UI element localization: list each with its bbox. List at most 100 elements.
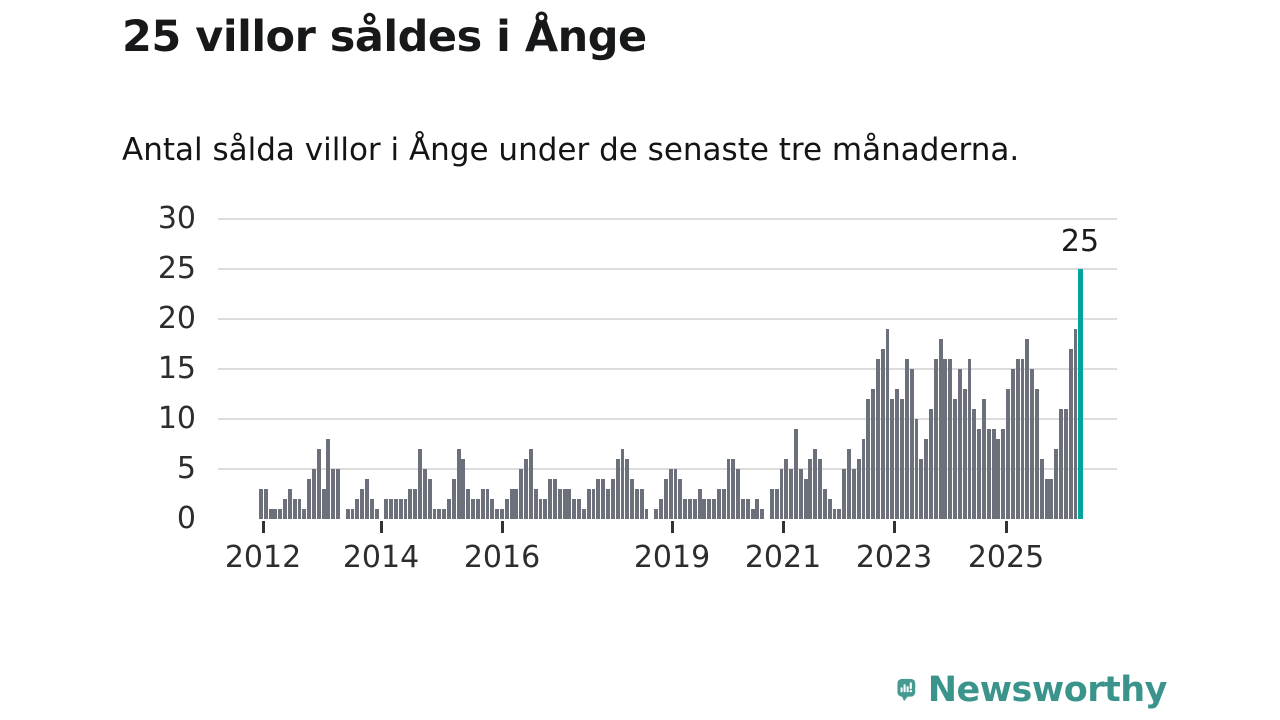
bar bbox=[986, 429, 991, 519]
bar bbox=[774, 489, 779, 519]
x-tick-label-2014: 2014 bbox=[342, 540, 420, 575]
bar bbox=[350, 509, 355, 519]
bar bbox=[581, 509, 586, 519]
bar bbox=[1049, 479, 1054, 519]
bar bbox=[818, 459, 822, 519]
bar bbox=[268, 509, 273, 519]
bar bbox=[524, 459, 528, 519]
bar bbox=[967, 359, 972, 519]
bar bbox=[374, 509, 379, 519]
bar bbox=[413, 489, 418, 519]
bar bbox=[972, 409, 977, 519]
bar bbox=[326, 439, 331, 519]
gridline-5 bbox=[218, 468, 1117, 470]
bar bbox=[307, 479, 312, 519]
bar bbox=[798, 469, 803, 519]
bar bbox=[427, 479, 432, 519]
newsworthy-logo-icon bbox=[897, 678, 916, 702]
y-tick-label-25: 25 bbox=[157, 251, 196, 286]
x-tick-2012 bbox=[262, 521, 265, 533]
y-tick-label-0: 0 bbox=[176, 501, 196, 536]
bar bbox=[572, 499, 577, 519]
bar bbox=[577, 499, 581, 519]
bar bbox=[630, 479, 635, 519]
bar bbox=[668, 469, 673, 519]
highlighted-bar bbox=[1078, 269, 1083, 519]
bar bbox=[446, 499, 451, 519]
bar bbox=[909, 369, 914, 519]
bar bbox=[832, 509, 837, 519]
bar bbox=[620, 449, 625, 519]
x-tick-2016 bbox=[501, 521, 504, 533]
bar bbox=[504, 499, 509, 519]
bar bbox=[283, 499, 287, 519]
gridline-25 bbox=[218, 268, 1117, 270]
highlight-value-label: 25 bbox=[1060, 224, 1100, 259]
gridline-20 bbox=[218, 318, 1117, 320]
bar bbox=[861, 439, 866, 519]
bar bbox=[601, 479, 606, 519]
bar bbox=[957, 369, 962, 519]
y-tick-label-15: 15 bbox=[157, 351, 196, 386]
bar bbox=[928, 409, 933, 519]
gridline-15 bbox=[218, 368, 1117, 370]
bar bbox=[471, 499, 475, 519]
bar bbox=[360, 489, 365, 519]
bar bbox=[856, 459, 861, 519]
bar bbox=[769, 489, 774, 519]
bar bbox=[461, 459, 466, 519]
bar bbox=[596, 479, 601, 519]
bar bbox=[914, 419, 919, 519]
bar bbox=[432, 509, 437, 519]
bar bbox=[1001, 429, 1006, 519]
bar bbox=[866, 399, 871, 519]
bar bbox=[847, 449, 851, 519]
y-tick-label-20: 20 bbox=[157, 301, 196, 336]
bar bbox=[437, 509, 442, 519]
bar bbox=[813, 449, 818, 519]
bar bbox=[904, 359, 909, 519]
bar bbox=[418, 449, 422, 519]
x-tick-2019 bbox=[671, 521, 674, 533]
bar bbox=[365, 479, 369, 519]
bar bbox=[1025, 339, 1030, 519]
x-tick-2021 bbox=[782, 521, 785, 533]
bar bbox=[369, 499, 374, 519]
bar bbox=[943, 359, 948, 519]
bar bbox=[1054, 449, 1059, 519]
bar bbox=[1006, 389, 1010, 519]
bar bbox=[900, 399, 904, 519]
chart-subtitle: Antal sålda villor i Ånge under de senas… bbox=[122, 132, 1020, 168]
bar bbox=[890, 399, 895, 519]
x-tick-label-2021: 2021 bbox=[744, 540, 822, 575]
bar bbox=[885, 329, 890, 519]
bar bbox=[745, 499, 750, 519]
bar bbox=[1010, 369, 1015, 519]
bar bbox=[259, 489, 263, 519]
bar bbox=[273, 509, 278, 519]
bar bbox=[278, 509, 283, 519]
bar bbox=[533, 489, 538, 519]
bar bbox=[794, 429, 798, 519]
bar bbox=[442, 509, 447, 519]
bar bbox=[1020, 359, 1025, 519]
bar bbox=[557, 489, 562, 519]
bar bbox=[287, 489, 292, 519]
bar bbox=[451, 479, 456, 519]
bar bbox=[548, 479, 553, 519]
bar bbox=[721, 489, 726, 519]
bar bbox=[982, 399, 986, 519]
bar bbox=[321, 489, 326, 519]
bar bbox=[933, 359, 938, 519]
bar bbox=[538, 499, 543, 519]
bar bbox=[1044, 479, 1049, 519]
bar bbox=[663, 479, 668, 519]
x-tick-2014 bbox=[380, 521, 383, 533]
bar bbox=[919, 459, 924, 519]
bar bbox=[779, 469, 784, 519]
bar bbox=[610, 479, 615, 519]
bar bbox=[750, 509, 755, 519]
bar bbox=[336, 469, 340, 519]
bar bbox=[712, 499, 716, 519]
